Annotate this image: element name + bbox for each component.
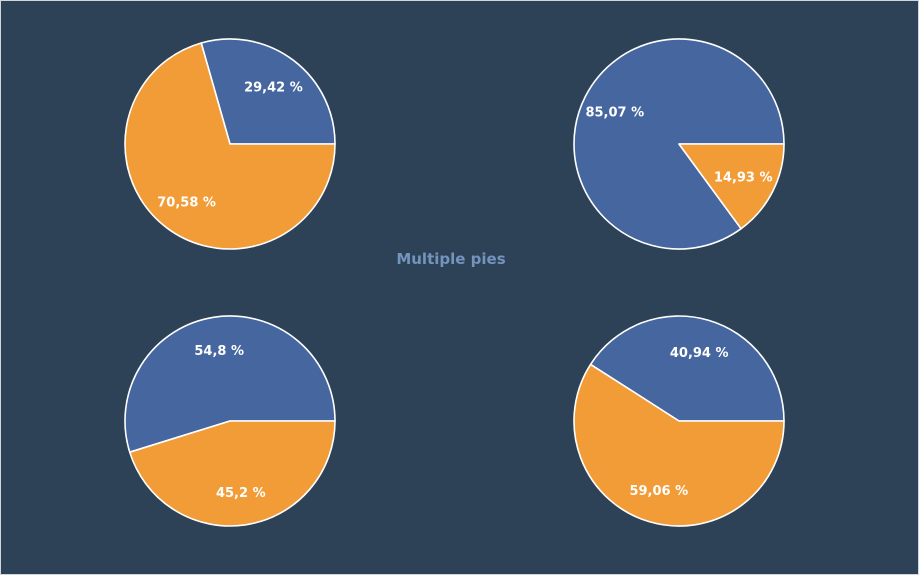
pie-3-slice-2-label: 45,2 % [216, 486, 266, 501]
pie-3-slice-1 [124, 315, 336, 453]
chart-title: Multiple pies [396, 250, 505, 268]
pie-1-slice-2 [124, 42, 336, 250]
pie-1-slice-1-label: 29,42 % [244, 81, 303, 96]
pie-4-slice-1-label: 40,94 % [670, 346, 729, 361]
pie-4: 40,94 % 59,06 % [573, 315, 785, 527]
pies-group: 29,42 % 70,58 % 85,07 % 14,93 % 54,8 % 45,2 %… [124, 38, 785, 527]
pie-3-slice-1-label: 54,8 % [194, 344, 244, 359]
pie-4-slice-2 [573, 363, 785, 527]
pie-3: 54,8 % 45,2 % [124, 315, 336, 527]
pie-4-slice-2-label: 59,06 % [629, 484, 688, 499]
pie-1: 29,42 % 70,58 % [124, 38, 336, 250]
pie-3-slice-2 [128, 420, 336, 527]
pie-1-slice-1 [200, 38, 336, 145]
pie-2: 85,07 % 14,93 % [573, 38, 785, 250]
pie-2-slice-1-label: 85,07 % [585, 106, 644, 121]
pie-1-slice-2-label: 70,58 % [157, 196, 216, 211]
pie-2-slice-2-label: 14,93 % [714, 171, 773, 186]
pie-2-slice-2 [678, 143, 785, 230]
